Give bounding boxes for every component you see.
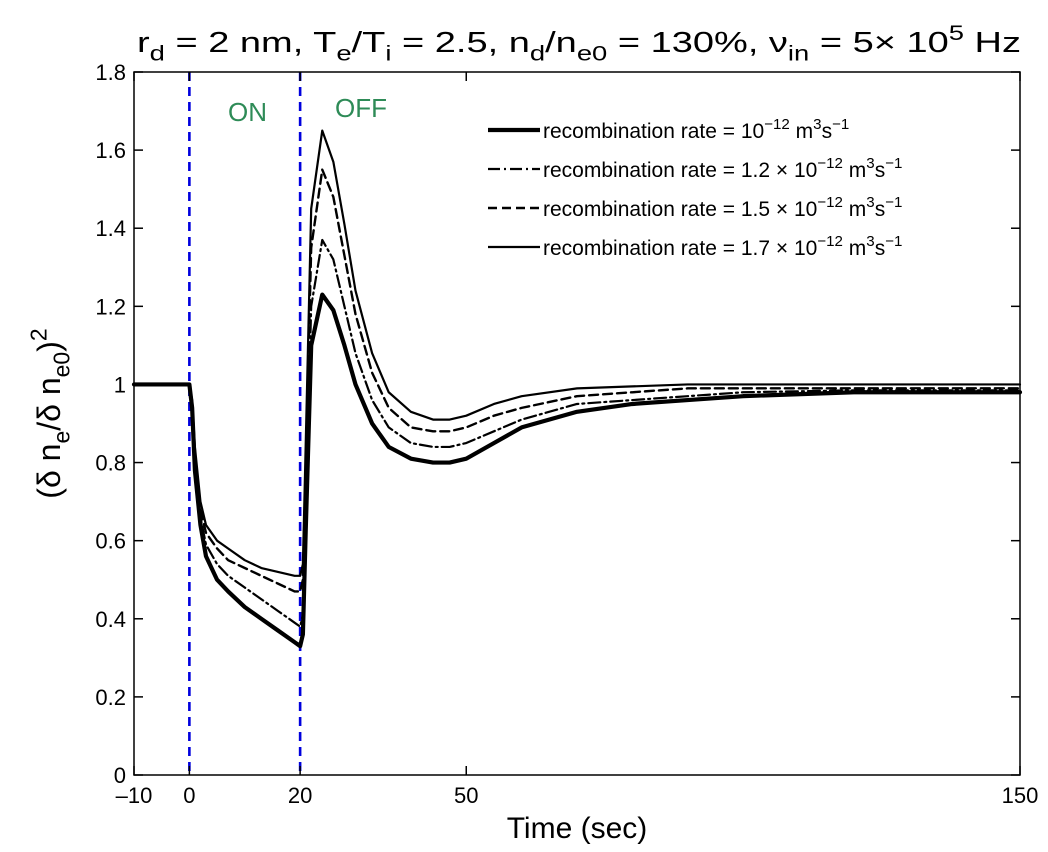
text-run: = 130%, ν (607, 27, 788, 59)
text-run: e0 (49, 352, 75, 378)
phase-label-on: ON (228, 97, 267, 127)
y-tick-label: 0 (114, 763, 126, 788)
text-run: = 2 nm, T (165, 27, 337, 59)
text-run: 3 (813, 116, 821, 133)
text-run: 5 (949, 22, 964, 45)
text-run: −12 (764, 116, 790, 133)
series-line-3 (132, 168, 1022, 593)
series-line-4 (132, 129, 1022, 577)
y-tick-label: 0.6 (95, 529, 126, 554)
x-tick-label: 150 (1002, 783, 1039, 808)
text-run: 2 (26, 328, 52, 341)
y-tick-label: 1 (114, 372, 126, 397)
text-run: recombination rate = 1.2 × 10 (543, 159, 817, 182)
text-run: /T (352, 27, 386, 59)
text-run: recombination rate = 10 (543, 120, 764, 143)
plot-frame (133, 71, 1021, 776)
phase-label-off: OFF (335, 93, 387, 123)
text-run: −12 (817, 233, 843, 250)
legend-label-3: recombination rate = 1.5 × 10−12 m3s−1 (543, 194, 902, 221)
y-axis-label: (δ ne/δ ne0)2 (26, 328, 75, 498)
legend: recombination rate = 10−12 m3s−1recombin… (488, 116, 902, 260)
text-run: = 2.5, n (391, 27, 529, 59)
x-tick-label: 0 (183, 783, 195, 808)
x-tick-label: 20 (288, 783, 312, 808)
text-run: 3 (866, 194, 874, 211)
x-axis-label: Time (sec) (507, 812, 648, 845)
text-run: 3 (866, 233, 874, 250)
text-run: s (875, 159, 886, 182)
text-run: e (49, 431, 75, 444)
text-run: −1 (885, 233, 902, 250)
text-run: /n (545, 27, 577, 59)
plot-area (134, 72, 1020, 775)
phase-divider-lines (188, 72, 302, 775)
y-tick-label: 0.4 (95, 607, 126, 632)
text-run: e (336, 43, 351, 66)
text-run: Hz (964, 27, 1021, 59)
text-run: m (843, 237, 866, 260)
text-run: s (875, 237, 886, 260)
x-tick-label: –10 (116, 783, 153, 808)
text-run: e0 (577, 43, 607, 66)
text-run: −12 (817, 194, 843, 211)
text-run: (δ n (31, 444, 67, 499)
axis-ticks (133, 71, 1021, 776)
y-tick-label: 0.8 (95, 451, 126, 476)
text-run: d (150, 43, 165, 66)
text-run: −12 (817, 155, 843, 172)
text-run: m (790, 120, 813, 143)
y-tick-label: 1.6 (95, 138, 126, 163)
text-run: s (822, 120, 833, 143)
y-tick-label: 0.2 (95, 685, 126, 710)
text-run: r (137, 27, 150, 59)
text-run: = 5× 10 (809, 27, 948, 59)
text-run: −1 (885, 155, 902, 172)
text-run: ) (31, 341, 67, 352)
y-tick-label: 1.8 (95, 60, 126, 85)
legend-label-1: recombination rate = 10−12 m3s−1 (543, 116, 849, 143)
legend-label-2: recombination rate = 1.2 × 10−12 m3s−1 (543, 155, 902, 182)
text-run: m (843, 159, 866, 182)
text-run: in (788, 43, 809, 66)
text-run: recombination rate = 1.5 × 10 (543, 198, 817, 221)
x-tick-label: 50 (454, 783, 478, 808)
text-run: −1 (885, 194, 902, 211)
text-run: recombination rate = 1.7 × 10 (543, 237, 817, 260)
text-run: i (385, 43, 391, 66)
text-run: d (530, 43, 545, 66)
text-run: 3 (866, 155, 874, 172)
legend-label-4: recombination rate = 1.7 × 10−12 m3s−1 (543, 233, 902, 260)
series-lines (131, 129, 1023, 649)
series-line-2 (132, 238, 1022, 628)
series-line-1 (131, 292, 1023, 649)
text-run: s (875, 198, 886, 221)
text-run: −1 (832, 116, 849, 133)
y-tick-label: 1.2 (95, 294, 126, 319)
text-run: m (843, 198, 866, 221)
y-tick-label: 1.4 (95, 216, 126, 241)
text-run: /δ n (31, 377, 67, 430)
